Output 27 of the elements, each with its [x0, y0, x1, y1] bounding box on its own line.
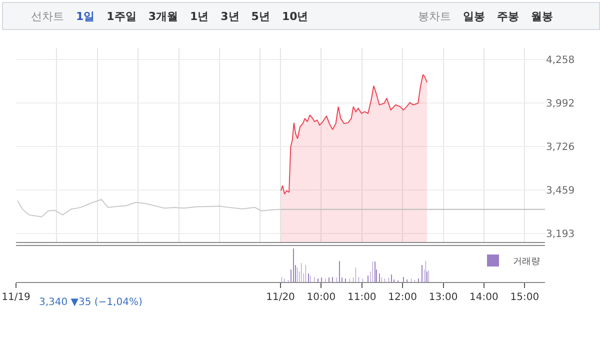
- y-tick-label: 3,459: [546, 185, 575, 196]
- text: 3개월: [147, 8, 179, 24]
- x-tick-label: 12:00: [388, 292, 417, 303]
- x-tick-label: 13:00: [428, 292, 458, 303]
- y-tick-label: 4,258: [546, 55, 575, 66]
- x-tick-label: 10:00: [306, 292, 336, 303]
- text: 1년: [188, 8, 210, 24]
- text: 10년: [280, 8, 310, 24]
- y-tick-label: 3,193: [546, 228, 575, 240]
- text: 3년: [220, 8, 240, 24]
- legend-label: 거래량: [513, 257, 540, 268]
- text: 일봉: [462, 8, 486, 24]
- text: 주봉: [496, 8, 520, 24]
- text: 월봉: [530, 8, 554, 24]
- x-tick-label: 15:00: [510, 292, 540, 303]
- text: 3,340 ▼35 (−1,04%): [39, 297, 142, 308]
- text: 선차트: [30, 8, 65, 24]
- text: 1일: [75, 8, 96, 24]
- y-tick-label: 3,992: [546, 98, 575, 110]
- x-tick-label: 11/20: [266, 292, 295, 303]
- x-tick-label: 11/19: [2, 292, 30, 303]
- x-tick-label: 14:00: [470, 292, 498, 303]
- text: 1주일: [106, 8, 138, 24]
- text: 봉차트: [417, 8, 452, 24]
- x-tick-label: 11:00: [347, 292, 376, 303]
- text: 5년: [250, 8, 271, 24]
- y-tick-label: 3,726: [546, 142, 575, 153]
